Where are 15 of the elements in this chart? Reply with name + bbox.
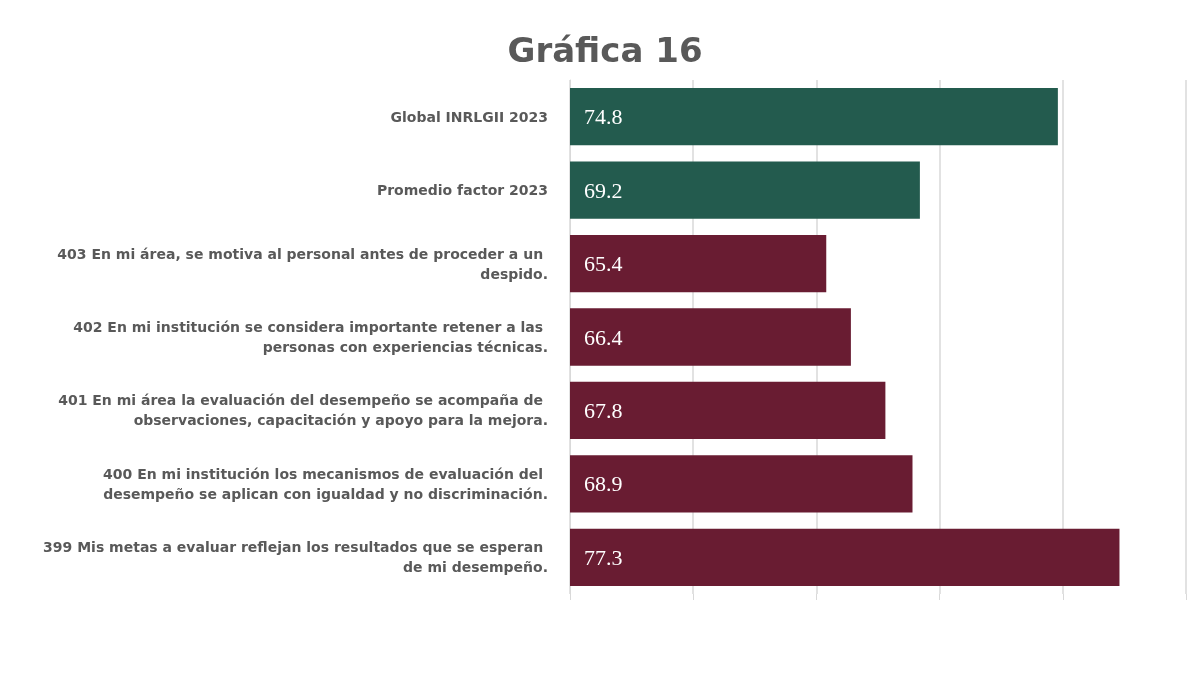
data-label: 66.4 bbox=[584, 324, 623, 350]
data-label: 69.2 bbox=[584, 177, 623, 203]
chart-title: Gráfica 16 bbox=[507, 30, 703, 70]
data-label: 65.4 bbox=[584, 251, 623, 277]
data-label: 74.8 bbox=[584, 104, 623, 130]
y-tick-label: 403 En mi área, se motiva al personal antes de proceder a un despido. bbox=[57, 245, 548, 282]
data-label: 68.9 bbox=[584, 471, 623, 497]
y-tick-label: 402 En mi institución se considera importante retener a las personas con experiencias técnicas. bbox=[73, 319, 548, 355]
data-label: 67.8 bbox=[584, 397, 623, 423]
y-tick-label: Global INRLGII 2023 bbox=[390, 108, 548, 125]
y-tick-label: 400 En mi institución los mecanismos de evaluación del desempeño se aplican con igualdad y no discriminación. bbox=[103, 465, 548, 502]
y-tick-label: 399 Mis metas a evaluar reflejan los resultados que se esperan de mi desempeño. bbox=[43, 539, 548, 576]
data-label: 77.3 bbox=[584, 544, 623, 570]
y-tick-label: 401 En mi área la evaluación del desempeño se acompaña de observaciones, capacitación y apoyo para la mejora. bbox=[58, 392, 548, 429]
y-tick-label: Promedio factor 2023 bbox=[376, 182, 548, 199]
